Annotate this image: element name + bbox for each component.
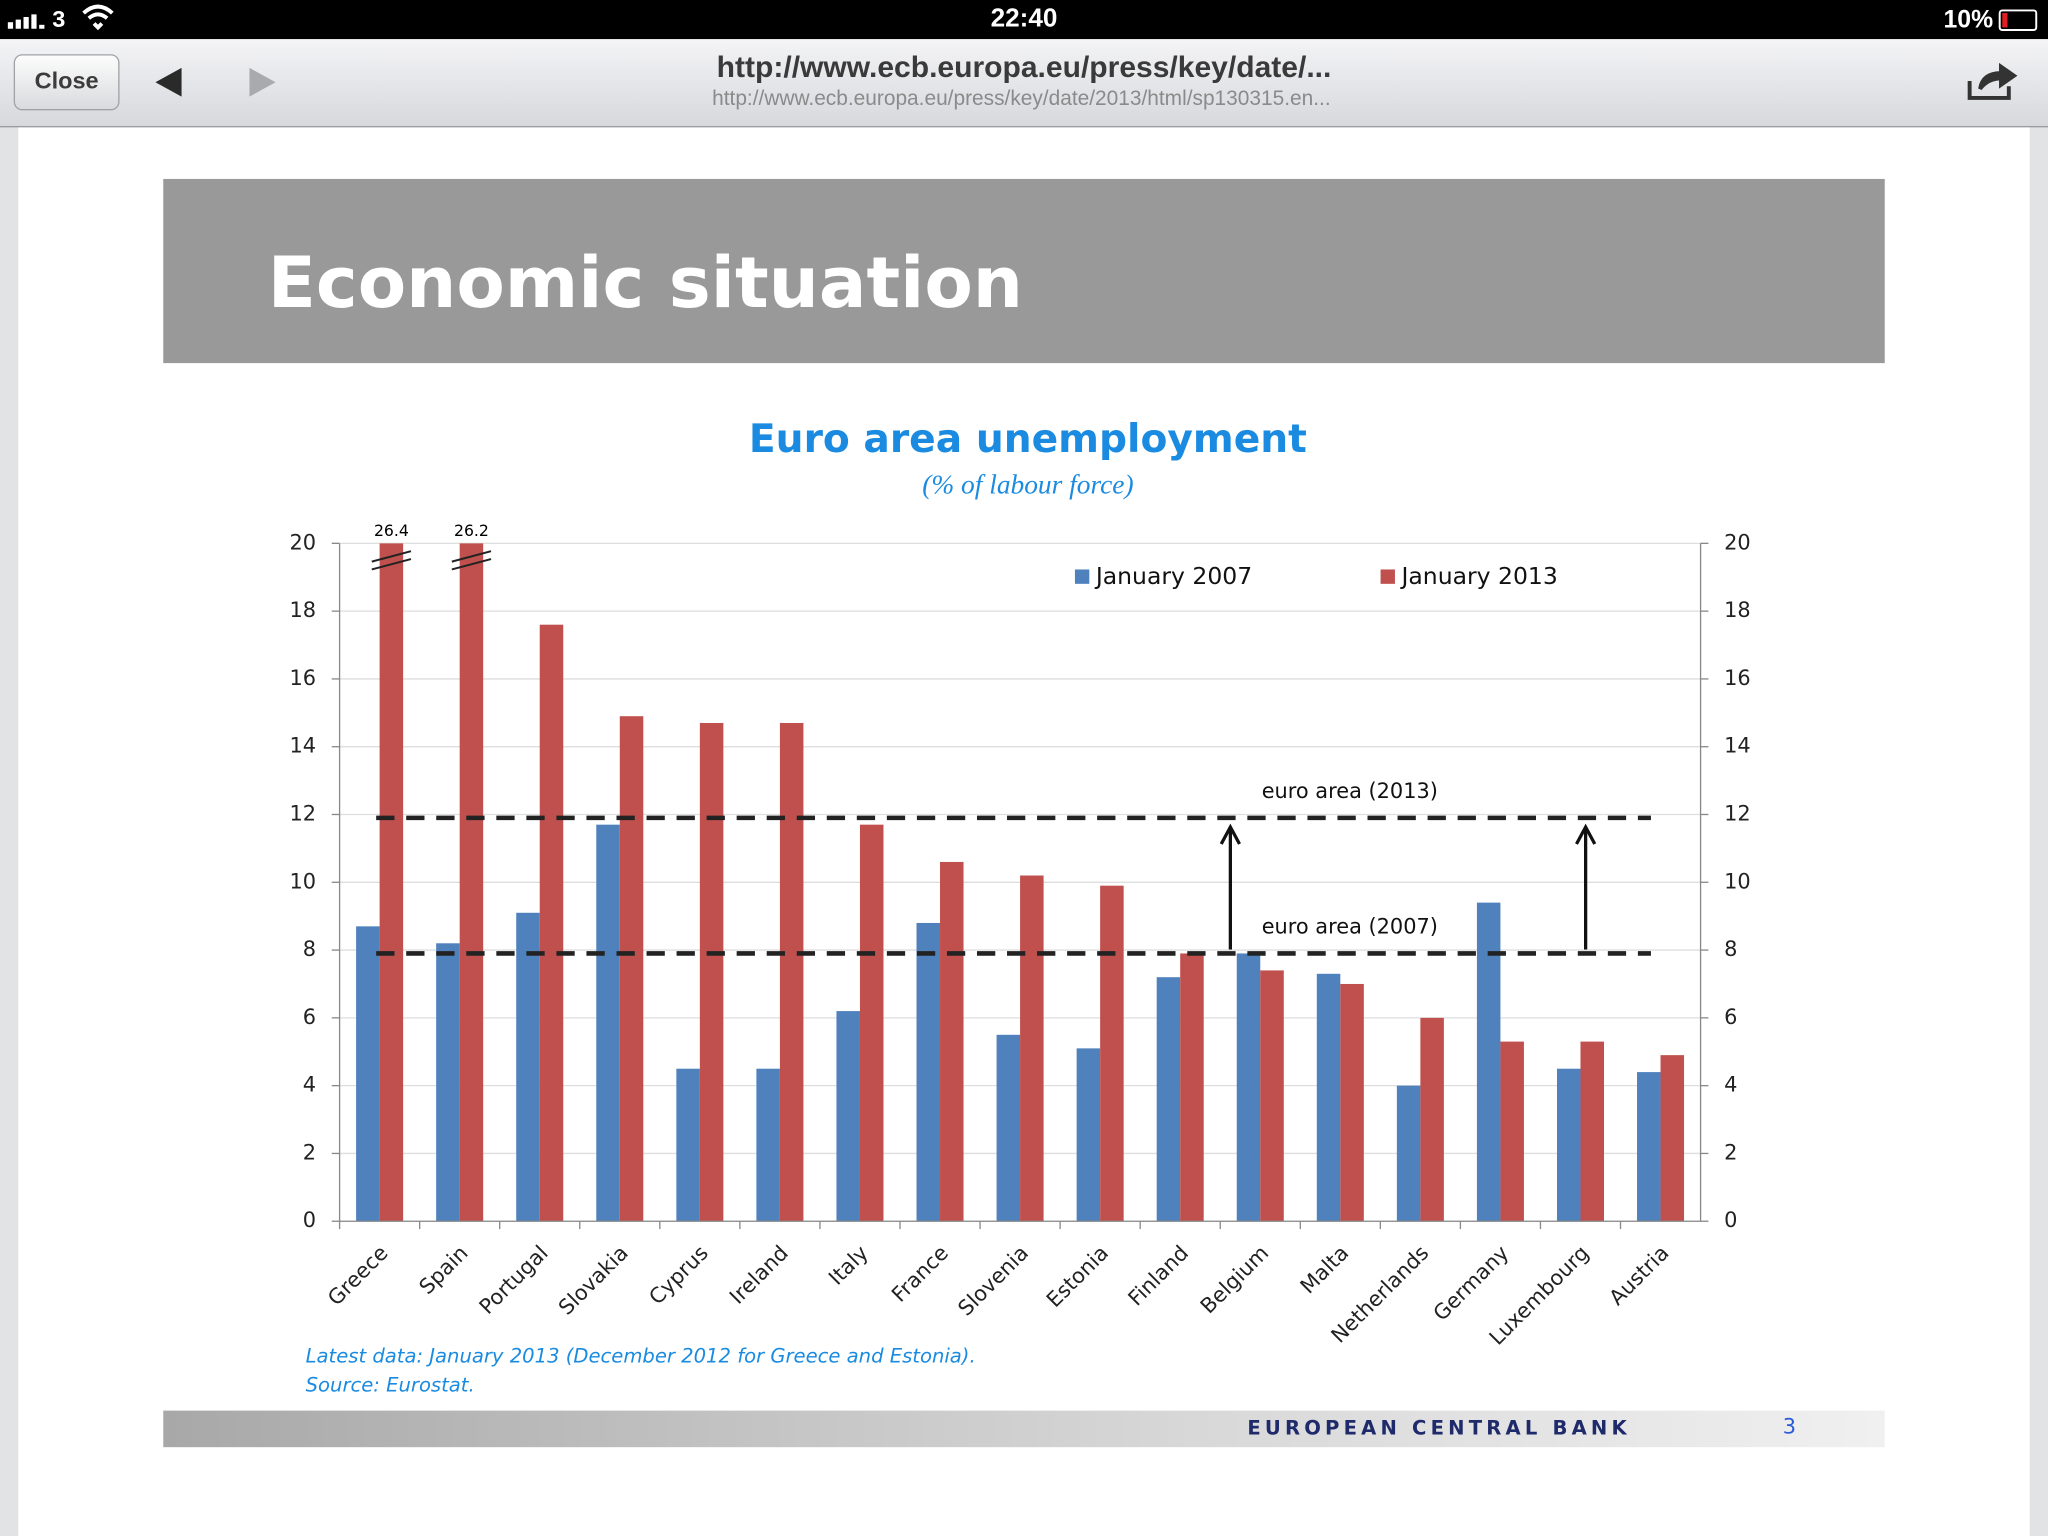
- page-title: http://www.ecb.europa.eu/press/key/date/…: [717, 51, 1332, 84]
- y2-tick-label: 18: [1724, 598, 1751, 622]
- y-tick-label: 6: [303, 1005, 316, 1029]
- bar: [1500, 1041, 1524, 1222]
- legend-label: January 2013: [1399, 562, 1557, 590]
- toolbar: [0, 39, 2048, 127]
- bar: [1316, 973, 1341, 1222]
- bar: [1476, 902, 1501, 1222]
- y-tick-label: 16: [290, 666, 317, 690]
- y2-tick-label: 12: [1724, 801, 1751, 825]
- battery-text: 10%: [1944, 6, 1994, 33]
- bar: [1180, 953, 1204, 1222]
- y-tick-label: 8: [303, 937, 316, 961]
- bar: [756, 1068, 780, 1222]
- bar: [1556, 1068, 1581, 1222]
- value-label: 26.4: [374, 521, 409, 540]
- arrow-head: [1219, 823, 1241, 845]
- bar: [1637, 1072, 1661, 1222]
- slide-header: [163, 178, 1885, 364]
- bar: [539, 624, 564, 1222]
- y-tick-label: 10: [290, 869, 317, 893]
- bar: [699, 722, 724, 1222]
- footnote: Latest data: January 2013 (December 2012…: [306, 1345, 976, 1368]
- footnote: Source: Eurostat.: [306, 1373, 475, 1396]
- y-tick-label: 20: [290, 530, 317, 554]
- slide-footer: [163, 1410, 1885, 1448]
- bar: [516, 912, 540, 1222]
- y2-tick-label: 16: [1724, 666, 1751, 690]
- bar: [596, 824, 620, 1222]
- bar: [1100, 885, 1124, 1222]
- bar: [379, 543, 404, 1222]
- bar: [459, 543, 484, 1222]
- reference-label: euro area (2013): [1262, 779, 1438, 803]
- bar: [356, 926, 380, 1222]
- y-tick-label: 12: [290, 801, 317, 825]
- battery-level: [2002, 13, 2008, 28]
- reference-label: euro area (2007): [1262, 914, 1438, 938]
- close-button[interactable]: [13, 54, 120, 111]
- legend-label: January 2007: [1094, 562, 1252, 590]
- bar: [1580, 1041, 1604, 1222]
- y2-tick-label: 2: [1724, 1140, 1737, 1164]
- bar: [676, 1068, 700, 1222]
- share-button[interactable]: [1967, 62, 2018, 100]
- bar: [1236, 953, 1261, 1222]
- y-tick-label: 0: [303, 1208, 316, 1232]
- axis-break: [371, 550, 412, 571]
- bar: [1076, 1048, 1101, 1222]
- slide-heading: Economic situation: [268, 242, 1023, 324]
- margin-right: [2029, 126, 2048, 1536]
- value-label: 26.2: [454, 521, 489, 540]
- bar: [859, 824, 884, 1222]
- y-tick-label: 14: [290, 734, 317, 758]
- battery-icon: [1998, 9, 2038, 32]
- bar: [996, 1034, 1021, 1222]
- chart-title: Euro area unemployment: [749, 417, 1307, 462]
- y2-tick-label: 6: [1724, 1005, 1737, 1029]
- signal-icon: [7, 14, 45, 29]
- legend-swatch: [1380, 569, 1395, 584]
- y2-tick-label: 0: [1724, 1208, 1737, 1232]
- arrow-head: [1575, 823, 1597, 845]
- clock: 22:40: [991, 2, 1058, 32]
- chart-subtitle: (% of labour force): [922, 469, 1133, 499]
- carrier: 3: [52, 6, 65, 32]
- status-bar: [0, 0, 2048, 40]
- close-label[interactable]: Close: [35, 67, 99, 93]
- axis-break: [451, 550, 492, 571]
- bar: [1660, 1055, 1685, 1222]
- bar: [1396, 1085, 1421, 1222]
- y-tick-label: 18: [290, 598, 317, 622]
- page-url: http://www.ecb.europa.eu/press/key/date/…: [712, 87, 1331, 110]
- bar: [779, 722, 804, 1222]
- footer-text: EUROPEAN CENTRAL BANK: [1247, 1416, 1630, 1439]
- bar: [916, 922, 941, 1222]
- bar: [1156, 977, 1181, 1222]
- y2-tick-label: 8: [1724, 937, 1737, 961]
- plot-area: [356, 543, 1685, 1222]
- bar: [619, 716, 644, 1222]
- bar: [436, 943, 460, 1222]
- y-tick-label: 2: [303, 1140, 316, 1164]
- y2-tick-label: 4: [1724, 1073, 1737, 1097]
- y2-tick-label: 20: [1724, 530, 1751, 554]
- y2-tick-label: 10: [1724, 869, 1751, 893]
- legend-swatch: [1074, 569, 1090, 584]
- bar: [1260, 970, 1284, 1222]
- y-tick-label: 4: [303, 1073, 316, 1097]
- bar: [1420, 1017, 1444, 1222]
- wifi-icon: [82, 4, 114, 31]
- bar: [1340, 983, 1364, 1222]
- bar: [1020, 875, 1044, 1222]
- y2-tick-label: 14: [1724, 734, 1751, 758]
- bar: [836, 1011, 860, 1222]
- back-button[interactable]: [155, 67, 182, 97]
- margin-left: [0, 126, 19, 1536]
- page-number: 3: [1783, 1415, 1796, 1439]
- forward-button[interactable]: [249, 67, 276, 97]
- bar: [940, 861, 964, 1222]
